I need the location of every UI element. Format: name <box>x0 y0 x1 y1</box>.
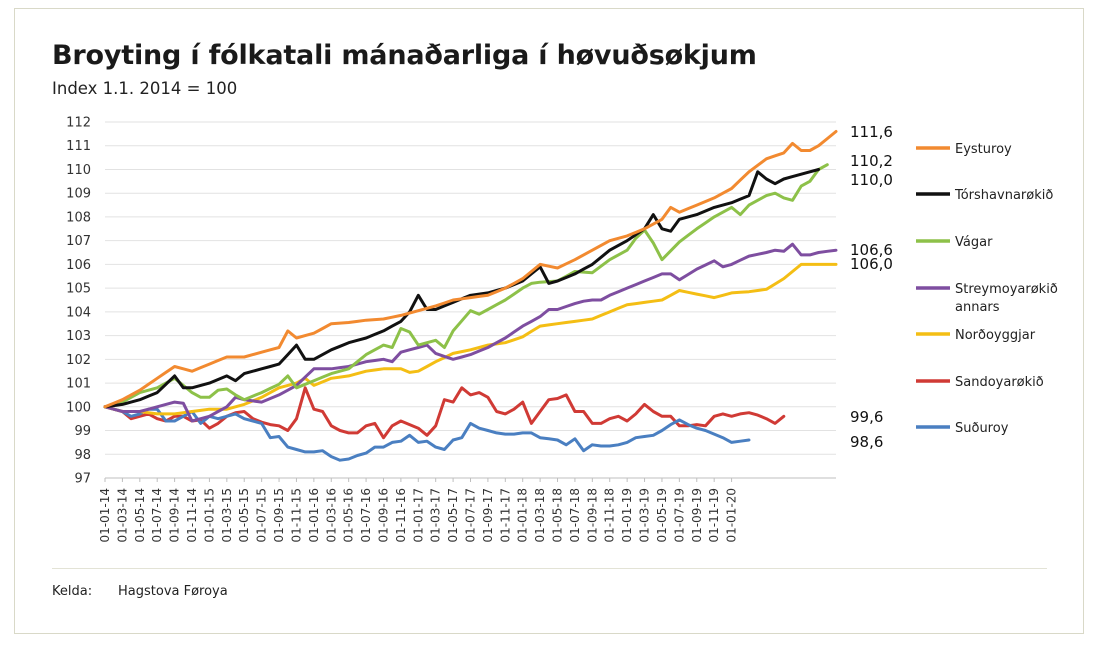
series-lines <box>103 130 838 462</box>
x-tick-label: 01-11-15 <box>289 488 303 542</box>
x-tick-label: 01-09-17 <box>481 488 495 542</box>
x-tick-label: 01-07-18 <box>568 488 582 542</box>
x-tick-label: 01-11-17 <box>498 488 512 542</box>
grid-lines <box>105 121 836 479</box>
y-tick-label: 106 <box>66 258 91 273</box>
y-tick-label: 108 <box>66 210 91 225</box>
x-tick-label: 01-09-15 <box>272 488 286 542</box>
y-tick-label: 98 <box>74 448 91 463</box>
legend-label: Vágar <box>955 235 993 250</box>
source-label: Kelda: <box>52 584 93 599</box>
y-tick-label: 100 <box>66 400 91 415</box>
x-tick-label: 01-07-16 <box>359 488 373 542</box>
y-tick-label: 103 <box>66 329 91 344</box>
x-tick-label: 01-05-17 <box>446 488 460 542</box>
end-value-label: 106,0 <box>850 255 893 273</box>
end-value-label: 110,0 <box>850 171 893 189</box>
x-tick-label: 01-07-19 <box>672 488 686 542</box>
x-tick-label: 01-03-17 <box>429 488 443 542</box>
x-tick-label: 01-01-17 <box>411 488 425 542</box>
x-tick-label: 01-05-15 <box>237 488 251 542</box>
y-tick-label: 110 <box>66 163 91 178</box>
legend-label: Norðoyggjar <box>955 328 1036 343</box>
x-tick-label: 01-01-20 <box>725 488 739 542</box>
x-tick-label: 01-03-15 <box>220 488 234 542</box>
footer-divider <box>52 568 1047 569</box>
legend-label: Sandoyarøkið <box>955 375 1044 390</box>
y-tick-label: 97 <box>74 472 91 487</box>
x-tick-label: 01-07-15 <box>255 488 269 542</box>
x-tick-label: 01-11-16 <box>394 488 408 542</box>
series-line-0 <box>103 130 838 409</box>
legend-label: Streymoyarøkið <box>955 282 1058 297</box>
legend-label: Eysturoy <box>955 142 1012 157</box>
legend-label: Tórshavnarøkið <box>954 188 1053 203</box>
x-axis: 01-01-14 01-03-14 01-05-14 01-07-14 01-09-14… <box>98 478 739 542</box>
y-tick-label: 112 <box>66 116 91 131</box>
x-tick-label: 01-09-19 <box>690 488 704 542</box>
y-tick-label: 104 <box>66 305 91 320</box>
x-tick-label: 01-11-14 <box>185 488 199 542</box>
x-tick-label: 01-09-18 <box>585 488 599 542</box>
x-tick-label: 01-11-19 <box>707 488 721 542</box>
end-value-label: 99,6 <box>850 408 883 426</box>
x-tick-label: 01-01-19 <box>620 488 634 542</box>
series-line-6 <box>103 405 751 462</box>
y-tick-label: 99 <box>74 424 91 439</box>
x-tick-label: 01-03-14 <box>115 488 129 542</box>
x-tick-label: 01-01-14 <box>98 488 112 542</box>
legend-label: Suðuroy <box>955 421 1009 436</box>
source-value: Hagstova Føroya <box>118 584 228 599</box>
x-tick-label: 01-01-16 <box>307 488 321 542</box>
y-tick-label: 109 <box>66 187 91 202</box>
end-value-label: 98,6 <box>850 433 883 451</box>
x-tick-label: 01-01-15 <box>202 488 216 542</box>
legend-label: annars <box>955 300 1000 315</box>
x-tick-label: 01-09-14 <box>168 488 182 542</box>
series-line-3 <box>103 242 838 423</box>
x-tick-label: 01-03-18 <box>533 488 547 542</box>
y-tick-label: 111 <box>66 139 91 154</box>
x-tick-label: 01-03-16 <box>324 488 338 542</box>
chart-title: Broyting í fólkatali mánaðarliga í høvuð… <box>52 40 757 71</box>
x-tick-label: 01-07-14 <box>150 488 164 542</box>
legend: Eysturoy Tórshavnarøkið Vágar Streymoyarøki… <box>916 142 1058 436</box>
y-tick-label: 107 <box>66 234 91 249</box>
series-line-2 <box>103 163 829 409</box>
x-tick-label: 01-09-16 <box>376 488 390 542</box>
end-value-label: 106,6 <box>850 241 893 259</box>
y-tick-label: 102 <box>66 353 91 368</box>
x-tick-label: 01-01-18 <box>516 488 530 542</box>
series-line-5 <box>103 386 786 440</box>
x-tick-label: 01-05-19 <box>655 488 669 542</box>
series-line-4 <box>103 262 838 416</box>
y-tick-label: 105 <box>66 282 91 297</box>
x-tick-label: 01-05-16 <box>342 488 356 542</box>
chart-subtitle: Index 1.1. 2014 = 100 <box>52 79 238 98</box>
x-tick-label: 01-11-18 <box>603 488 617 542</box>
x-tick-label: 01-05-18 <box>551 488 565 542</box>
x-tick-label: 01-03-19 <box>638 488 652 542</box>
x-tick-label: 01-07-17 <box>464 488 478 542</box>
end-value-label: 110,2 <box>850 152 893 170</box>
x-tick-label: 01-05-14 <box>133 488 147 542</box>
chart-frame <box>14 8 1084 634</box>
y-tick-label: 101 <box>66 377 91 392</box>
end-value-label: 111,6 <box>850 123 893 141</box>
